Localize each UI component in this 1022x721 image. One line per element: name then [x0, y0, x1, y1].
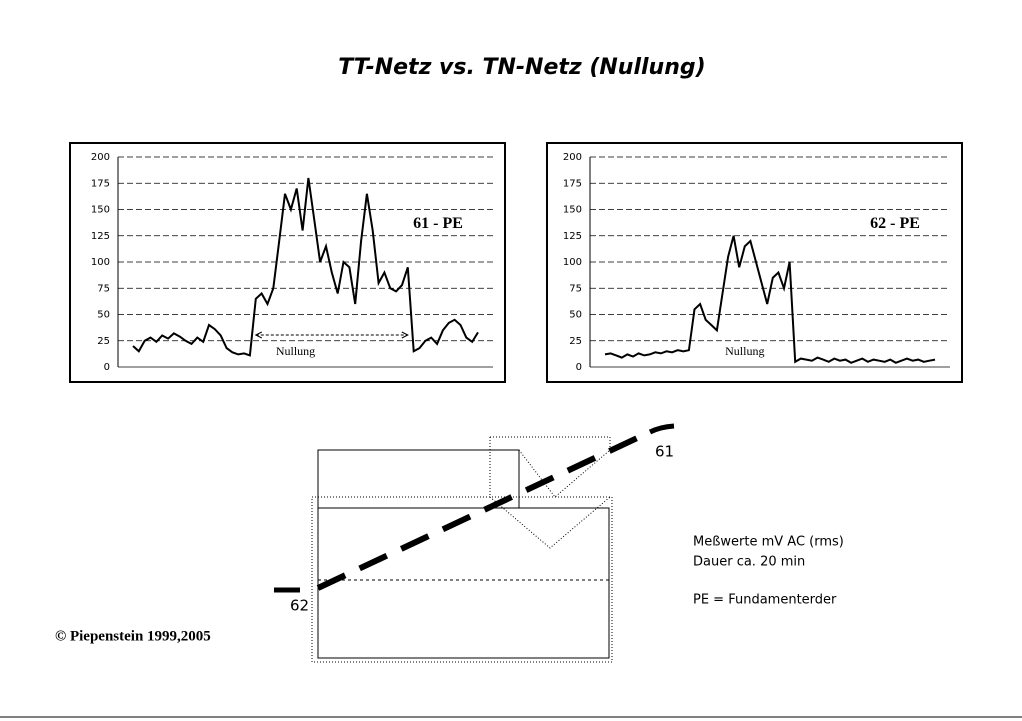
y-tick-label: 125 [91, 231, 110, 242]
y-tick-label: 0 [104, 362, 110, 373]
y-tick-label: 200 [563, 152, 582, 163]
chart-frame [546, 142, 963, 383]
series-label: 62 - PE [870, 215, 920, 232]
foundation-top [490, 436, 611, 450]
copyright: © Piepenstein 1999,2005 [55, 628, 211, 644]
data-line [132, 177, 479, 357]
note: Dauer ca. 20 min [693, 555, 805, 570]
y-tick-label: 100 [91, 257, 110, 268]
diagram [274, 423, 675, 663]
building-part [317, 449, 520, 509]
measure-line [316, 429, 652, 591]
foundation-v [489, 437, 611, 549]
y-tick-label: 75 [97, 283, 110, 294]
chart-frame [69, 142, 506, 383]
y-tick-label: 100 [563, 257, 582, 268]
slide-title: TT-Netz vs. TN-Netz (Nullung) [338, 55, 705, 80]
note: Meßwerte mV AC (rms) [693, 535, 844, 550]
note: PE = Fundamenterder [693, 593, 837, 608]
y-tick-label: 200 [91, 152, 110, 163]
y-tick-label: 25 [569, 336, 582, 347]
y-tick-label: 175 [91, 178, 110, 189]
y-tick-label: 50 [569, 310, 582, 321]
y-tick-label: 0 [576, 362, 582, 373]
arrow-head [254, 331, 409, 339]
probe-61 [648, 423, 675, 435]
y-tick-label: 125 [563, 231, 582, 242]
y-tick-label: 25 [97, 336, 110, 347]
y-tick-label: 50 [97, 310, 110, 321]
y-tick-label: 75 [569, 283, 582, 294]
series-label: 61 - PE [413, 215, 463, 232]
foundation [311, 496, 613, 663]
annotation: Nullung [276, 344, 315, 358]
probe-label: 61 [655, 443, 674, 461]
y-tick-label: 150 [563, 205, 582, 216]
annotation: Nullung [725, 344, 764, 358]
building [317, 507, 610, 659]
probe-label: 62 [290, 597, 309, 615]
data-line [604, 235, 936, 364]
y-tick-label: 175 [563, 178, 582, 189]
y-tick-label: 150 [91, 205, 110, 216]
